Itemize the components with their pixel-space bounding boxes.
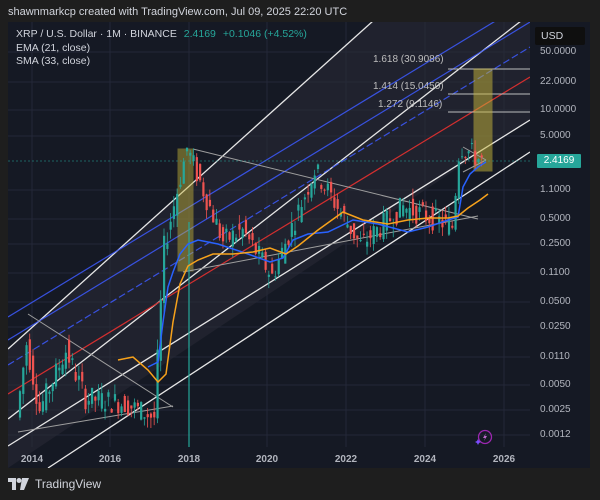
tradingview-brand[interactable]: TradingView	[35, 477, 102, 491]
price-axis[interactable]: USD 50.0000 22.0000 10.0000 5.0000 2.416…	[530, 22, 590, 468]
tradingview-logo-icon	[8, 478, 29, 490]
y-tick: 0.0012	[540, 429, 571, 440]
y-tick: 0.2500	[540, 238, 571, 249]
currency-button[interactable]: USD	[535, 27, 585, 45]
y-tick: 0.0050	[540, 379, 571, 390]
y-tick: 0.0025	[540, 404, 571, 415]
y-tick: 0.0250	[540, 321, 571, 332]
x-tick-2022: 2022	[334, 454, 358, 465]
y-tick: 5.0000	[540, 130, 571, 141]
y-tick: 0.0110	[540, 351, 570, 362]
sma-line	[117, 193, 489, 384]
y-tick: 10.0000	[540, 104, 577, 115]
current-price-tag: 2.4169	[537, 154, 581, 168]
legend-ema[interactable]: EMA (21, close)	[16, 41, 91, 54]
x-tick-2024: 2024	[413, 454, 437, 465]
y-tick: 0.0500	[540, 296, 571, 307]
y-tick: 0.1100	[540, 267, 570, 278]
candles	[18, 138, 483, 428]
legend-sma[interactable]: SMA (33, close)	[16, 55, 91, 67]
highlight-box-2025	[473, 68, 493, 172]
fib-label-1272: 1.272 (9.1146)	[378, 99, 442, 110]
y-tick: 22.0000	[540, 76, 577, 87]
y-tick: 1.1000	[540, 184, 571, 195]
y-tick: 0.5000	[540, 213, 571, 224]
price-change: +0.1046 (+4.52%)	[222, 28, 307, 40]
x-tick-2018: 2018	[177, 454, 201, 465]
x-tick-2016: 2016	[98, 454, 122, 465]
lightning-icon[interactable]	[475, 429, 493, 446]
symbol-label: XRP / U.S. Dollar · 1M · BINANCE	[16, 28, 177, 40]
chart-plot-area[interactable]: 1.618 (30.9086) 1.414 (15.0450) 1.272 (9…	[7, 0, 531, 469]
chart-credit: shawnmarkcp created with TradingView.com…	[8, 6, 348, 18]
fib-label-1414: 1.414 (15.0450)	[373, 81, 444, 92]
channel-fill	[8, 12, 530, 468]
x-tick-2020: 2020	[255, 454, 279, 465]
last-price: 2.4169	[183, 28, 216, 40]
footer: TradingView	[8, 477, 101, 491]
chart-legend: XRP / U.S. Dollar · 1M · BINANCE 2.4169 …	[16, 28, 307, 69]
ema-line	[147, 161, 487, 368]
x-tick-2014: 2014	[20, 454, 44, 465]
x-tick-2026: 2026	[492, 454, 516, 465]
fib-label-1618: 1.618 (30.9086)	[373, 54, 444, 65]
legend-symbol-row[interactable]: XRP / U.S. Dollar · 1M · BINANCE 2.4169 …	[16, 28, 307, 42]
channel-midline	[7, 76, 531, 395]
y-tick: 50.0000	[540, 46, 577, 57]
chart-svg: 1.618 (30.9086) 1.414 (15.0450) 1.272 (9…	[7, 0, 531, 469]
channel-blue-lines	[7, 0, 531, 366]
chart-frame: 1.618 (30.9086) 1.414 (15.0450) 1.272 (9…	[7, 0, 590, 469]
